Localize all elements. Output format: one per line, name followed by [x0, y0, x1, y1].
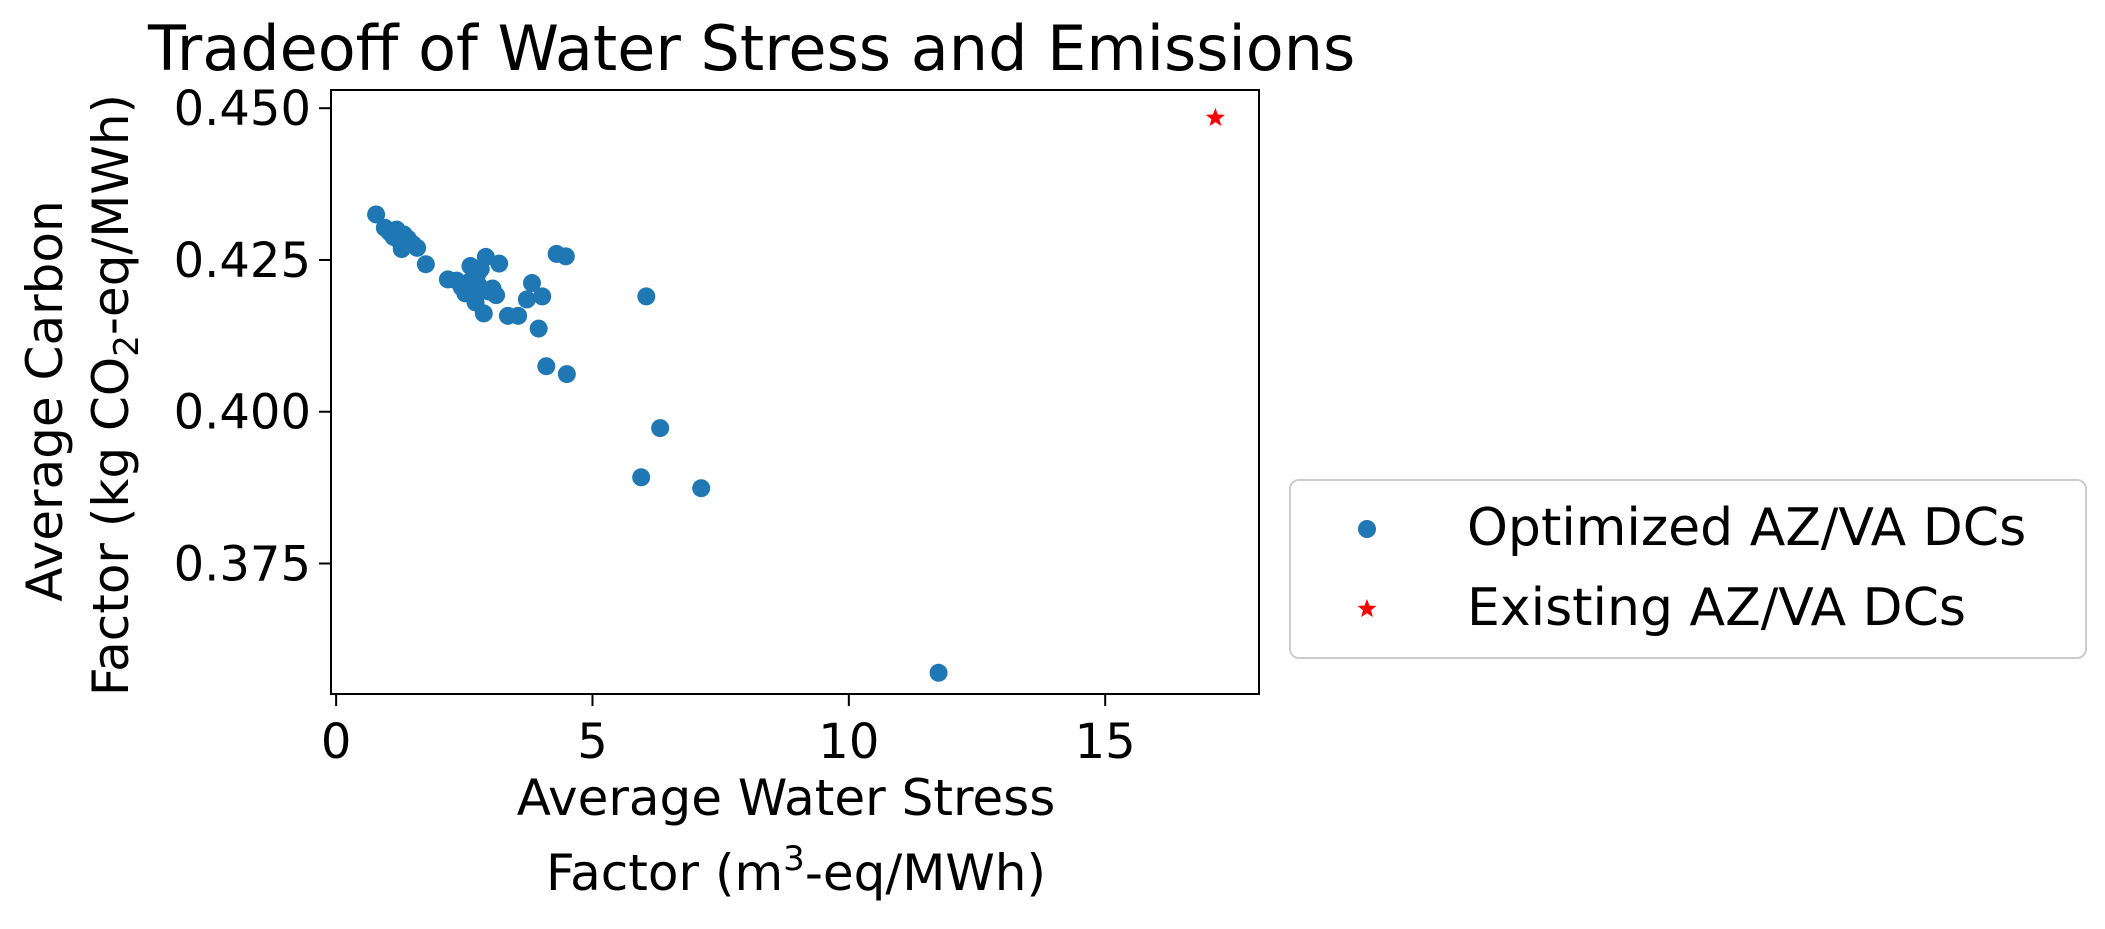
data-point-optimized	[416, 255, 435, 274]
y-axis-label-line1: Average Carbon	[16, 200, 74, 601]
data-point-optimized	[556, 247, 575, 266]
data-point-optimized	[474, 304, 493, 323]
y-axis: 0.375 0.400 0.425 0.450	[174, 81, 331, 592]
x-axis-label-line1: Average Water Stress	[517, 769, 1056, 827]
data-point-optimized	[637, 287, 656, 306]
plot-frame	[330, 89, 1260, 695]
y-axis-label-text: Factor (kg CO	[82, 357, 140, 696]
data-point-optimized	[692, 479, 711, 498]
legend-star-shape	[1357, 599, 1377, 618]
y-tick-label: 0.400	[174, 385, 311, 441]
data-point-optimized	[509, 306, 528, 325]
y-tick-label: 0.375	[174, 536, 311, 592]
data-point-optimized	[367, 205, 386, 224]
legend-label-optimized: Optimized AZ/VA DCs	[1467, 498, 2026, 558]
legend-marker-optimized	[1358, 520, 1376, 538]
data-point-optimized	[529, 319, 548, 338]
x-axis-label-line2: Factor (m3-eq/MWh)	[546, 839, 1046, 902]
legend-box	[1289, 479, 2087, 659]
data-point-optimized	[517, 290, 536, 309]
x-tick-label: 5	[577, 714, 608, 770]
x-tick-label: 15	[1075, 714, 1136, 770]
legend: Optimized AZ/VA DCs Existing AZ/VA DCs	[1289, 479, 2087, 659]
y-axis-label-line2: Factor (kg CO2-eq/MWh)	[82, 94, 147, 696]
x-axis-label-unit: -eq/MWh)	[805, 844, 1046, 902]
legend-label-existing: Existing AZ/VA DCs	[1467, 578, 1966, 638]
plot-area	[330, 89, 1260, 695]
y-axis-label-subscript: 2	[107, 335, 147, 357]
x-tick-label: 10	[818, 714, 879, 770]
data-point-optimized	[533, 287, 552, 306]
data-point-optimized	[557, 365, 576, 384]
legend-marker-existing	[1357, 599, 1377, 618]
x-tick-label: 0	[321, 714, 352, 770]
data-point-optimized	[408, 238, 427, 257]
data-points	[367, 107, 1225, 682]
x-axis-label-superscript: 3	[783, 839, 805, 879]
x-axis-label-text: Factor (m	[546, 844, 783, 902]
y-axis-label-unit: -eq/MWh)	[82, 94, 140, 335]
data-point-optimized	[476, 247, 495, 266]
data-point-optimized	[651, 419, 670, 438]
x-axis: 0 5 10 15	[321, 694, 1136, 770]
data-point-optimized	[537, 357, 556, 376]
y-tick-label: 0.425	[174, 233, 311, 289]
data-point-optimized	[929, 663, 948, 682]
data-point-optimized	[490, 254, 509, 273]
data-point-optimized	[487, 286, 506, 305]
y-tick-label: 0.450	[174, 81, 311, 137]
data-point-optimized	[632, 468, 651, 487]
chart-title: Tradeoff of Water Stress and Emissions	[147, 12, 1355, 85]
data-point-existing	[1205, 107, 1225, 127]
data-point-optimized	[522, 274, 541, 293]
